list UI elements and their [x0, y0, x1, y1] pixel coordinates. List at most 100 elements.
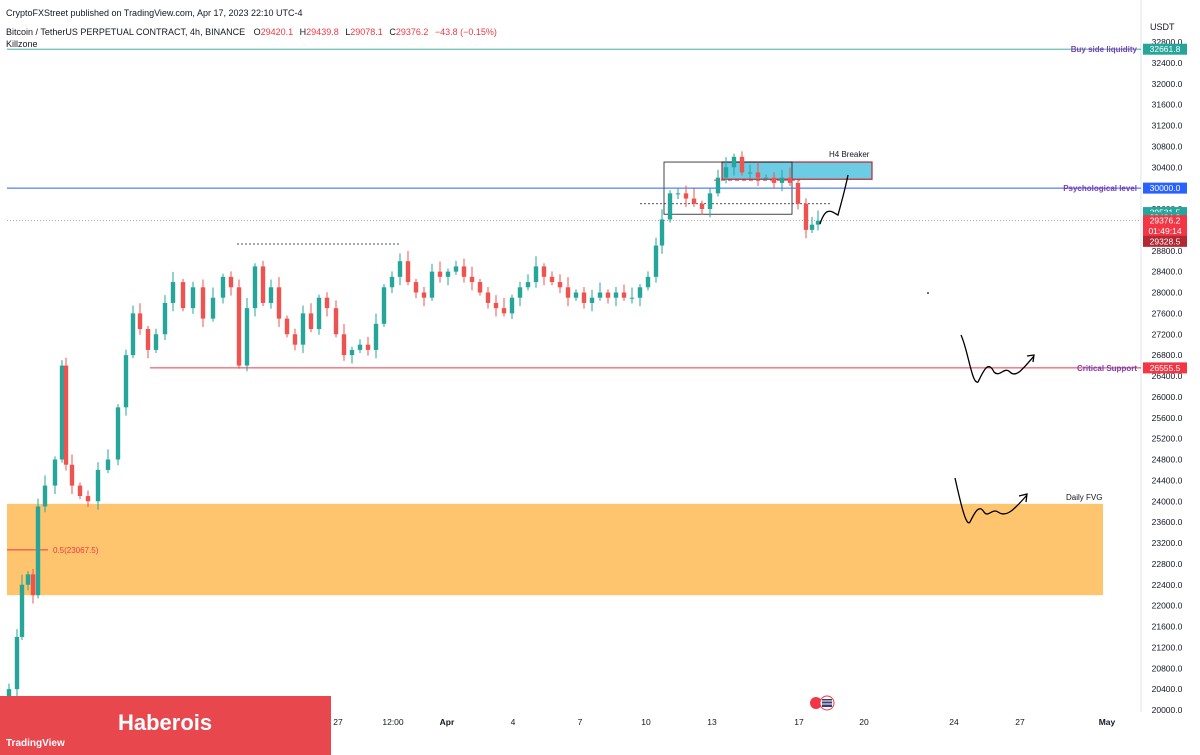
y-tick-label: 32400.0 [1152, 58, 1183, 68]
low-label: L [345, 27, 351, 37]
y-tick-label: 20400.0 [1152, 684, 1183, 694]
h4-breaker-label: H4 Breaker [829, 150, 870, 159]
candle-body [715, 177, 721, 194]
candle-body [30, 574, 36, 596]
candle-body [573, 292, 579, 298]
y-tick-label: 26400.0 [1152, 371, 1183, 381]
candle-body [675, 193, 681, 195]
candle-body [667, 193, 673, 220]
flag-icon [810, 695, 835, 711]
candle-body [19, 584, 25, 637]
candle-body [469, 276, 475, 283]
y-tick-label: 22000.0 [1152, 601, 1183, 611]
candle-body [453, 266, 459, 272]
y-tick-label: 27600.0 [1152, 308, 1183, 318]
y-tick-label: 20800.0 [1152, 663, 1183, 673]
candle-body [731, 156, 737, 168]
candle-body [130, 313, 136, 356]
candle-body [333, 308, 339, 335]
y-tick-label: 21600.0 [1152, 622, 1183, 632]
y-tick-label: 24800.0 [1152, 455, 1183, 465]
candle-body [260, 266, 266, 303]
y-tick-label: 20000.0 [1152, 705, 1183, 715]
candle-body [123, 355, 129, 408]
close-label: C [389, 27, 396, 37]
candle-body [35, 506, 41, 596]
currency-label: USDT [1150, 22, 1175, 32]
candle-body [779, 177, 785, 183]
candle-body [95, 469, 101, 502]
candle-body [284, 318, 290, 335]
projection-path-2 [960, 334, 1035, 383]
candle-body [517, 287, 523, 298]
candle-body [413, 282, 419, 293]
open-label: O [253, 27, 261, 37]
indicator-label[interactable]: Killzone [6, 39, 38, 49]
x-tick-label: 12:00 [382, 717, 404, 727]
candle-body [300, 313, 306, 345]
watermark-banner [0, 696, 331, 755]
candle-body [429, 271, 435, 298]
candle-body [145, 329, 151, 350]
symbol-name[interactable]: Bitcoin / TetherUS PERPETUAL CONTRACT, 4… [6, 27, 246, 37]
candle-body [815, 220, 821, 225]
candle-body [324, 297, 330, 309]
candle-body [795, 182, 801, 204]
critical-support-tag-bg [1143, 362, 1187, 374]
candle-body [525, 282, 531, 288]
critical-support-tag: 26555.5 [1150, 363, 1181, 373]
y-tick-label: 26800.0 [1152, 350, 1183, 360]
candle-body [421, 292, 427, 298]
x-tick-label: Apr [440, 717, 455, 727]
low-value: 29078.1 [350, 27, 383, 37]
candle-body [787, 177, 793, 183]
candle-body [645, 276, 651, 288]
close-value: 29376.2 [395, 27, 429, 37]
candle-body [77, 485, 83, 497]
x-tick-label: 4 [511, 717, 516, 727]
candle-body [691, 198, 697, 204]
psychological-level-tag-bg [1143, 182, 1187, 194]
candle-body [349, 349, 355, 356]
candle-body [803, 203, 809, 230]
y-tick-label: 31600.0 [1152, 100, 1183, 110]
candle-body [723, 167, 729, 178]
x-tick-label: 24 [949, 717, 959, 727]
candle-body [220, 276, 226, 298]
critical-support-label: Critical Support [1077, 364, 1137, 373]
candle-body [565, 287, 571, 298]
y-tick-label: 22800.0 [1152, 559, 1183, 569]
candle-body [485, 292, 491, 303]
candle-body [170, 282, 176, 303]
candle-body [381, 287, 387, 324]
candle-body [52, 459, 58, 486]
candle-body [629, 297, 635, 299]
price-tag: 29328.5 [1150, 236, 1181, 246]
candle-body [105, 459, 111, 470]
candle-body [59, 365, 65, 460]
candle-body [755, 172, 761, 178]
candle-body [389, 276, 395, 288]
candle-body [292, 334, 298, 345]
candle-body [252, 266, 258, 309]
price-tag: 01:49:14 [1148, 226, 1181, 236]
y-tick-label: 25600.0 [1152, 413, 1183, 423]
y-tick-label: 24000.0 [1152, 496, 1183, 506]
y-tick-label: 30400.0 [1152, 162, 1183, 172]
daily-fvg-zone [7, 503, 1103, 596]
candle-body [477, 282, 483, 293]
candle-body [162, 302, 168, 335]
candle-body [63, 365, 69, 465]
candle-body [373, 323, 379, 350]
candle-body [509, 297, 515, 314]
candle-body [85, 496, 91, 502]
candle-body [613, 292, 619, 298]
open-value: 29420.1 [260, 27, 294, 37]
candle-body [809, 224, 815, 230]
y-tick-label: 23600.0 [1152, 517, 1183, 527]
high-value: 29439.8 [306, 27, 339, 37]
y-tick-label: 32800.0 [1152, 37, 1183, 47]
candle-body [541, 266, 547, 277]
projection-path-1 [819, 174, 849, 225]
